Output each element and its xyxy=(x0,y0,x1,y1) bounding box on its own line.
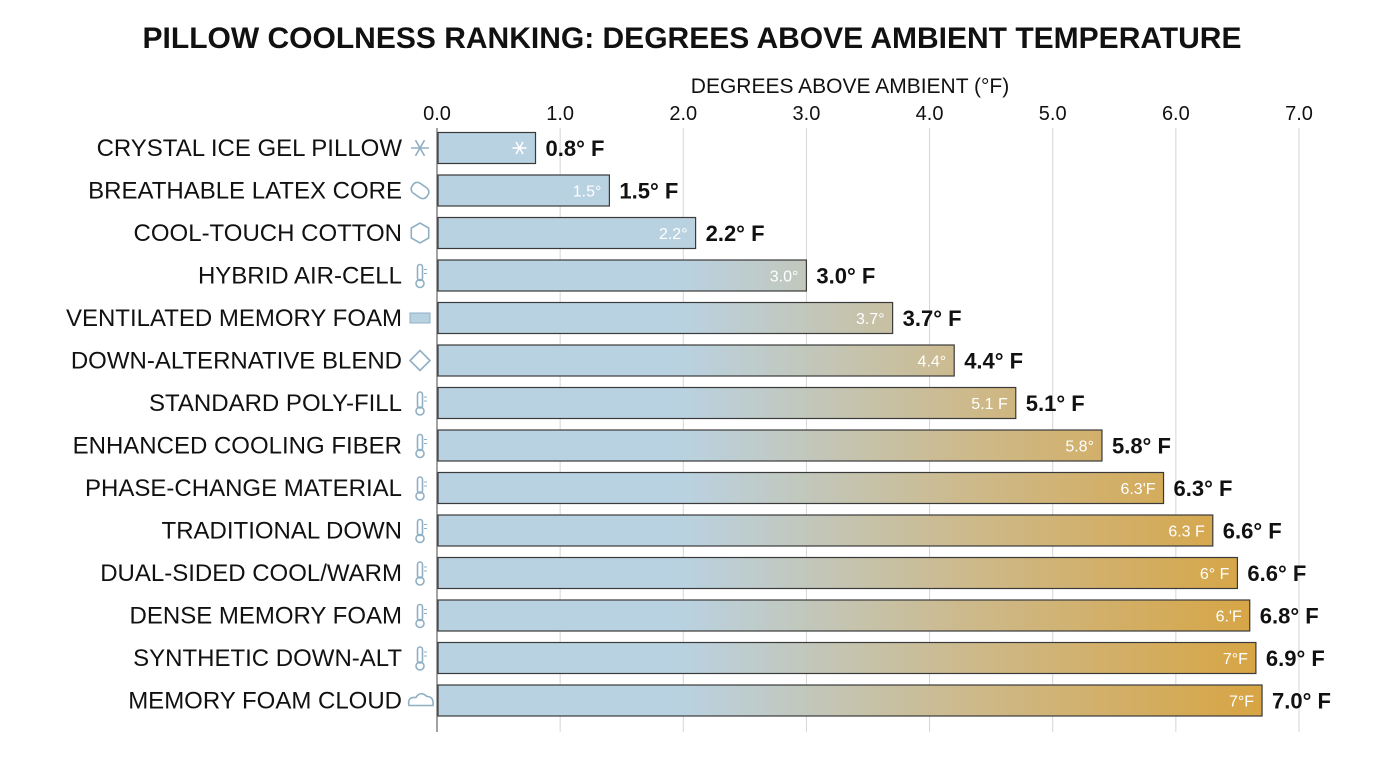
bar-value-label: 3.0° F xyxy=(816,264,875,289)
bar-value-label: 3.7° F xyxy=(903,306,962,331)
bar xyxy=(437,556,1239,590)
thermometer-icon xyxy=(415,603,427,629)
category-label: HYBRID AIR-CELL xyxy=(198,263,402,290)
snowflake-icon xyxy=(411,139,429,157)
bar-inner-label: 6.3 F xyxy=(1168,524,1205,541)
category-label: DOWN-ALTERNATIVE BLEND xyxy=(71,348,402,375)
bar xyxy=(437,514,1214,547)
x-tick-label: 3.0 xyxy=(793,103,821,125)
bar-inner-label: 1.5° xyxy=(573,184,602,201)
thermometer-icon xyxy=(415,518,427,544)
cloud-icon xyxy=(407,692,434,707)
bar-row: CRYSTAL ICE GEL PILLOW 0.8° F xyxy=(97,131,605,165)
bar-inner-label: 6.3'F xyxy=(1120,481,1155,498)
x-tick-label: 2.0 xyxy=(669,103,697,125)
bar-value-label: 1.5° F xyxy=(619,179,678,204)
category-label: BREATHABLE LATEX CORE xyxy=(88,178,402,205)
bar-inner-label: 3.7° xyxy=(856,311,885,328)
bar xyxy=(437,344,955,377)
category-label: SYNTHETIC DOWN-ALT xyxy=(133,645,402,672)
hexagon-icon xyxy=(410,222,430,244)
thermometer-icon xyxy=(415,433,427,459)
bar-row: BREATHABLE LATEX CORE 1.5° 1.5° F xyxy=(88,174,678,207)
category-label: DUAL-SIDED COOL/WARM xyxy=(100,560,402,587)
pillow-icon xyxy=(410,181,430,200)
bar xyxy=(437,599,1251,632)
thermometer-icon xyxy=(415,646,427,671)
bar-row: DOWN-ALTERNATIVE BLEND 4.4° 4.4° F xyxy=(71,344,1023,377)
category-label: MEMORY FOAM CLOUD xyxy=(128,688,402,715)
thermometer-icon xyxy=(415,476,427,501)
bar-value-label: 6.8° F xyxy=(1260,604,1319,629)
bar-row: MEMORY FOAM CLOUD 7°F 7.0° F xyxy=(128,684,1331,717)
bar-value-label: 6.9° F xyxy=(1266,646,1325,671)
bar-row: STANDARD POLY-FILL 5.1 F 5.1° F xyxy=(149,386,1085,420)
bars: CRYSTAL ICE GEL PILLOW 0.8° F BREATHABLE L… xyxy=(66,131,1331,717)
x-tick-label: 7.0 xyxy=(1285,103,1313,125)
chart-title: PILLOW COOLNESS RANKING: DEGREES ABOVE A… xyxy=(143,22,1242,55)
bar-value-label: 6.6° F xyxy=(1247,561,1306,586)
category-label: DENSE MEMORY FOAM xyxy=(130,603,402,630)
bar-value-label: 6.6° F xyxy=(1223,519,1282,544)
bar xyxy=(437,684,1263,717)
category-label: VENTILATED MEMORY FOAM xyxy=(66,305,402,332)
bar-inner-label: 7°F xyxy=(1223,651,1248,668)
snowflake-icon xyxy=(512,141,527,155)
x-axis-ticks: 0.0 1.0 2.0 3.0 4.0 5.0 6.0 7.0 xyxy=(423,103,1313,125)
diamond-icon xyxy=(408,349,432,372)
bar-inner-label: 6° F xyxy=(1200,566,1230,583)
bar-row: HYBRID AIR-CELL 3.0° 3.0° F xyxy=(198,259,875,292)
category-label: STANDARD POLY-FILL xyxy=(149,390,402,417)
bar xyxy=(437,429,1103,462)
bar xyxy=(437,174,610,207)
bar-row: DENSE MEMORY FOAM 6.'F 6.8° F xyxy=(130,599,1319,632)
bar-inner-label: 5.1 F xyxy=(971,396,1008,413)
bar xyxy=(437,471,1165,505)
bar-row: ENHANCED COOLING FIBER 5.8° 5.8° F xyxy=(73,429,1171,462)
bar-inner-label: 7°F xyxy=(1229,694,1254,711)
bar xyxy=(437,386,1017,420)
bar-inner-label: 4.4° xyxy=(918,354,947,371)
bar-row: TRADITIONAL DOWN 6.3 F 6.6° F xyxy=(162,514,1282,547)
x-tick-label: 6.0 xyxy=(1162,103,1190,125)
category-label: CRYSTAL ICE GEL PILLOW xyxy=(97,135,403,162)
bar-inner-label: 3.0° xyxy=(770,269,799,286)
bar xyxy=(437,641,1257,675)
bar-value-label: 0.8° F xyxy=(546,136,605,161)
bar-value-label: 6.3° F xyxy=(1174,476,1233,501)
bar-inner-label: 6.'F xyxy=(1216,609,1242,626)
bar-row: DUAL-SIDED COOL/WARM 6° F 6.6° F xyxy=(100,556,1306,590)
bar xyxy=(437,216,697,250)
bar xyxy=(437,301,894,335)
bar-row: PHASE-CHANGE MATERIAL 6.3'F 6.3° F xyxy=(85,471,1233,505)
category-label: ENHANCED COOLING FIBER xyxy=(73,433,402,460)
foam-block-icon xyxy=(409,312,431,324)
x-tick-label: 1.0 xyxy=(546,103,574,125)
bar-value-label: 2.2° F xyxy=(706,221,765,246)
bar-row: COOL-TOUCH COTTON 2.2° 2.2° F xyxy=(134,216,765,250)
bar-value-label: 5.1° F xyxy=(1026,391,1085,416)
x-axis-title: DEGREES ABOVE AMBIENT (°F) xyxy=(691,75,1009,98)
category-label: TRADITIONAL DOWN xyxy=(162,518,402,545)
bar-value-label: 4.4° F xyxy=(964,349,1023,374)
bar-row: SYNTHETIC DOWN-ALT 7°F 6.9° F xyxy=(133,641,1325,675)
x-tick-label: 5.0 xyxy=(1039,103,1067,125)
thermometer-icon xyxy=(415,391,427,416)
category-label: COOL-TOUCH COTTON xyxy=(134,220,402,247)
x-tick-label: 0.0 xyxy=(423,103,451,125)
x-tick-label: 4.0 xyxy=(916,103,944,125)
thermometer-icon xyxy=(415,263,427,289)
bar-inner-label: 2.2° xyxy=(659,226,688,243)
bar-value-label: 7.0° F xyxy=(1272,689,1331,714)
bar-inner-label: 5.8° xyxy=(1065,439,1094,456)
bar-value-label: 5.8° F xyxy=(1112,434,1171,459)
thermometer-icon xyxy=(415,561,427,586)
bar-row: VENTILATED MEMORY FOAM 3.7° 3.7° F xyxy=(66,301,962,335)
bar xyxy=(437,259,808,292)
category-label: PHASE-CHANGE MATERIAL xyxy=(85,475,402,502)
